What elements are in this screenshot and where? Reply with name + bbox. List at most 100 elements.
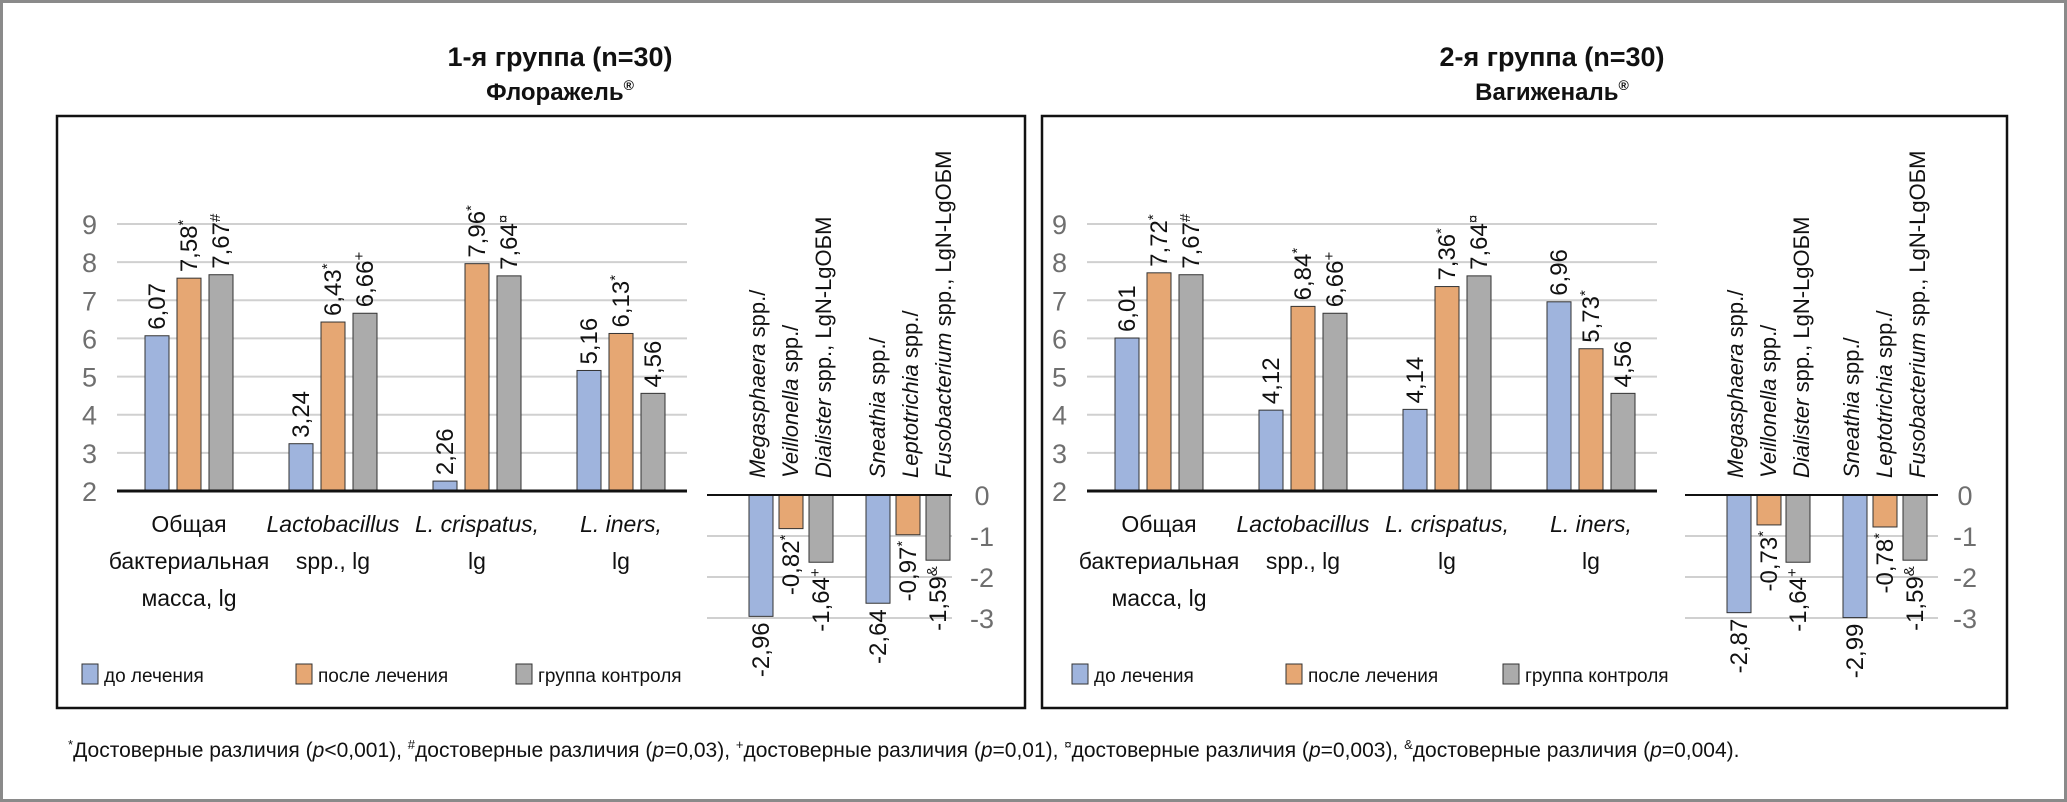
bar-after (464, 263, 490, 492)
value: 7,36 (1434, 234, 1461, 281)
x-category-label: lg (468, 548, 486, 574)
significance-mark: ¤ (1465, 215, 1482, 223)
significance-mark: # (1177, 213, 1194, 222)
footnote-italic: p (312, 739, 325, 762)
x-category-label: Общая (1121, 511, 1196, 537)
y-tick-label: 6 (1052, 324, 1067, 354)
bar-before (576, 369, 602, 492)
label-part: spp., LgN-LgОБМ (931, 151, 956, 333)
data-label: 7,64¤ (1465, 215, 1493, 270)
value: 7,96 (464, 211, 491, 258)
value: -2,96 (748, 622, 775, 677)
footnote-italic: p (1308, 739, 1321, 762)
label-part: Dialister (1789, 397, 1814, 478)
value: 6,01 (1114, 285, 1141, 332)
footnote-italic: p (1649, 739, 1662, 762)
panel-1: 1-я группа (n=30)Флоражель®234567896,077… (55, 42, 1027, 710)
drug-name: Флоражель (486, 79, 624, 106)
data-label: 4,56 (1610, 341, 1637, 388)
value: 7,72 (1146, 220, 1173, 267)
bar-after (608, 332, 634, 492)
panel-border (1040, 114, 2009, 710)
data-label: 6,66+ (1321, 252, 1349, 308)
x-category-label: Sneathia spp./ (1839, 336, 1864, 478)
label-part: Leptotrichia (898, 364, 923, 478)
footnote-text: =0,01), (993, 739, 1065, 762)
label-part: spp., LgN-LgОБМ (1905, 151, 1930, 333)
value: -2,64 (865, 609, 892, 664)
footnote-text: достоверные различия ( (415, 739, 652, 762)
value: 6,07 (144, 283, 171, 330)
data-label: -2,99 (1842, 624, 1869, 679)
data-label: 5,73* (1577, 290, 1605, 343)
panel-2: 2-я группа (n=30) Вагиженаль® 2 3 4 5 6 7 8 9 6,01… (1040, 42, 2009, 710)
y-tick-label: 4 (1052, 401, 1067, 431)
value: 4,12 (1258, 357, 1285, 404)
legend-swatch-control (1502, 663, 1520, 685)
value: 7,67 (1178, 222, 1205, 269)
footnote-italic: p (651, 739, 664, 762)
legend-swatch-before (1071, 663, 1089, 685)
value: -0,82 (778, 540, 805, 595)
x-category-label: L. iners, (580, 511, 662, 537)
value: -1,64 (1785, 577, 1812, 632)
value: 7,58 (176, 225, 203, 272)
y-tick-label: 8 (82, 248, 97, 278)
data-label: 6,01 (1114, 285, 1141, 332)
data-label: -2,87 (1726, 619, 1753, 674)
significance-mark: * (1289, 248, 1306, 254)
label-part: spp., LgN-LgОБМ (1789, 217, 1814, 399)
label-part: Veillonella (1756, 379, 1781, 478)
value: -0,78 (1872, 539, 1899, 594)
x-category-label: Общая (151, 511, 226, 537)
value: 5,73 (1578, 296, 1605, 343)
legend-label: группа контроля (1525, 666, 1669, 687)
footnote-text: достоверные различия ( (1072, 739, 1309, 762)
significance-mark: * (1871, 533, 1888, 539)
legend-swatch-after (1285, 663, 1303, 685)
y-tick-label: 6 (82, 324, 97, 354)
data-label: 7,67# (207, 213, 235, 269)
significance-mark: + (1784, 568, 1801, 577)
data-label: -0,82* (777, 534, 805, 595)
y-tick-label: 0 (974, 481, 989, 511)
bar-after (1290, 305, 1316, 492)
data-label: 6,84* (1289, 248, 1317, 301)
footnote-text: достоверные различия ( (743, 739, 980, 762)
footnote-text: достоверные различия ( (1413, 739, 1650, 762)
label-part: Fusobacterium (1905, 332, 1930, 478)
data-label: 4,56 (640, 341, 667, 388)
bar-before (1842, 494, 1868, 619)
x-category-label: масса, lg (141, 585, 236, 611)
footnote-text: =0,003), (1321, 739, 1404, 762)
legend-swatch-after (295, 663, 313, 685)
data-label: -0,97* (894, 541, 922, 602)
footnote-text: Достоверные различия ( (73, 739, 313, 762)
y-tick-label: 2 (1052, 477, 1067, 507)
y-tick-label: 5 (1052, 363, 1067, 393)
y-tick-label: 9 (1052, 210, 1067, 240)
label-part: spp./ (865, 336, 890, 391)
significance-mark: * (1577, 290, 1594, 296)
bar-control (1466, 275, 1492, 492)
footnote-mark: + (736, 737, 744, 752)
label-part: spp./ (745, 289, 770, 344)
data-label: 7,96* (463, 205, 491, 258)
bar-control (352, 312, 378, 492)
x-category-label: Fusobacterium spp., LgN-LgОБМ (931, 151, 956, 478)
x-category-label: Dialister spp., LgN-LgОБМ (811, 217, 836, 478)
x-category-label: L. crispatus, (415, 511, 539, 537)
value: 7,64 (496, 223, 523, 270)
significance-mark: * (894, 541, 911, 547)
panel-subtitle: Флоражель® (486, 77, 635, 106)
value: 6,84 (1290, 254, 1317, 301)
label-part: Leptotrichia (1872, 364, 1897, 478)
y-tick-label: -2 (970, 563, 994, 593)
bar-after (176, 277, 202, 492)
x-category-label: Sneathia spp./ (865, 336, 890, 478)
data-label: -1,64+ (807, 568, 835, 632)
x-category-label: масса, lg (1111, 585, 1206, 611)
label-part: spp./ (1839, 336, 1864, 391)
bar-control (496, 275, 522, 492)
